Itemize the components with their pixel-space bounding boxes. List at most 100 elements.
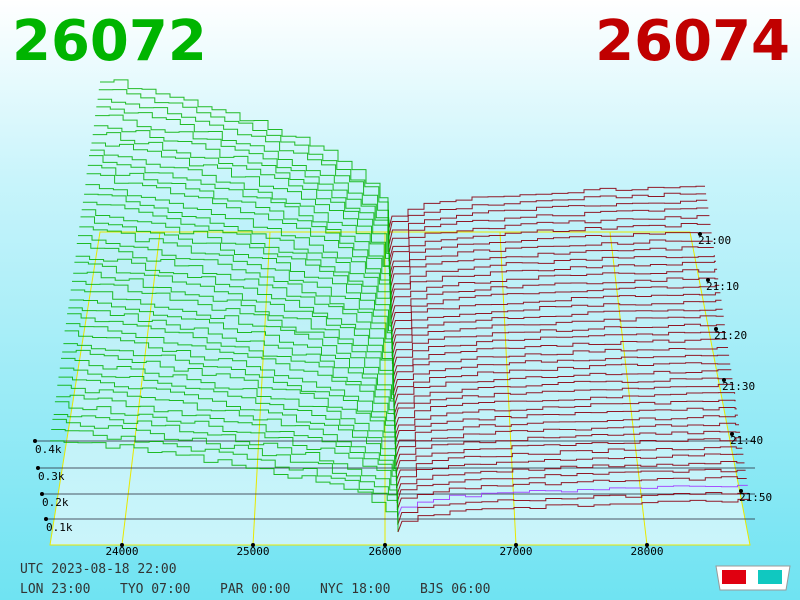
- bid-depth-curve: [92, 132, 391, 276]
- ask-depth-curve: [389, 260, 716, 306]
- ask-depth-curve: [388, 207, 709, 255]
- ask-depth-curve: [392, 354, 730, 394]
- ask-depth-curve: [394, 392, 736, 430]
- ask-depth-curve: [396, 453, 744, 489]
- ask-depth-curve: [388, 232, 712, 277]
- bid-depth-curve: [73, 271, 394, 393]
- price-tick: [251, 543, 255, 547]
- depth-tick: [33, 439, 37, 443]
- ask-depth-curve: [396, 476, 747, 511]
- bid-depth-curve: [89, 155, 391, 298]
- ask-depth-curve: [388, 223, 711, 269]
- zone-time: PAR 00:00: [220, 582, 290, 597]
- ask-depth-curve: [397, 484, 748, 518]
- ask-depth-curve: [396, 468, 746, 503]
- ask-depth-curve: [393, 369, 732, 408]
- bid-depth-curve: [76, 243, 394, 372]
- axis-labels: 24000 25000 26000 27000 28000 0.1k 0.2k 0.3k 0.4…: [33, 232, 772, 558]
- bid-depth-curve: [52, 418, 399, 518]
- depth-tick: [44, 517, 48, 521]
- bid-depth-curve: [56, 394, 398, 496]
- bid-depth-curve: [78, 235, 393, 364]
- ask-depth-curve: [391, 323, 725, 364]
- bid-depth-curve: [90, 149, 391, 291]
- bid-price: 26072: [12, 9, 207, 74]
- price-label: 26000: [368, 545, 401, 558]
- bid-depth-curve: [64, 330, 396, 445]
- bid-depth-curve: [97, 98, 390, 247]
- ask-price: 26074: [595, 9, 790, 74]
- bid-depth-curve: [80, 216, 393, 350]
- ask-depth-curve: [393, 362, 731, 401]
- bid-depth-curve: [68, 307, 395, 423]
- bid-depth-curve: [86, 173, 392, 313]
- time-tick: [714, 327, 718, 331]
- ask-depth-curve: [394, 414, 738, 452]
- price-label: 25000: [236, 545, 269, 558]
- depth-label: 0.2k: [42, 496, 69, 509]
- depth-tick: [36, 466, 40, 470]
- utc-time: UTC 2023-08-18 22:00: [20, 562, 177, 577]
- bid-depth-curve: [65, 323, 396, 437]
- price-label: 28000: [630, 545, 663, 558]
- time-label: 21:40: [730, 434, 763, 447]
- price-tick: [383, 543, 387, 547]
- ask-depth-curve: [390, 277, 719, 320]
- ask-depth-curve: [389, 255, 715, 298]
- bid-depth-curve: [61, 357, 397, 467]
- bid-depth-curve: [85, 184, 392, 320]
- ask-depth-curve: [388, 199, 708, 247]
- ask-depth-curve: [393, 383, 734, 423]
- time-label: 21:10: [706, 280, 739, 293]
- ask-depth-curve: [391, 308, 723, 350]
- time-tick: [739, 489, 743, 493]
- bid-depth-curve: [81, 209, 393, 342]
- ask-depth-curve: [390, 284, 720, 328]
- ask-depth-curve: [388, 215, 710, 262]
- bid-depth-curve: [95, 114, 390, 262]
- time-tick: [730, 432, 734, 436]
- bid-depth-curve: [72, 280, 395, 401]
- zone-time: TYO 07:00: [120, 582, 190, 597]
- ask-depth-curve: [394, 407, 737, 445]
- time-tick: [698, 232, 702, 236]
- depth-label: 0.4k: [35, 443, 62, 456]
- bid-depth-curve: [100, 79, 389, 232]
- ask-depth-curve: [389, 239, 713, 284]
- ask-depth-curve: [390, 268, 718, 313]
- ask-depth-curve: [397, 492, 749, 525]
- time-tick: [706, 278, 710, 282]
- ask-depth-curve: [393, 377, 733, 416]
- ask-depth-curve: [395, 430, 741, 467]
- ask-depth-curve: [395, 437, 742, 474]
- price-tick: [645, 543, 649, 547]
- ask-depth-curve: [390, 292, 721, 335]
- depth-curves: [50, 79, 750, 533]
- ask-depth-curve: [387, 192, 707, 240]
- bid-depth-curve: [98, 89, 389, 240]
- time-tick: [722, 378, 726, 382]
- ask-depth-curve: [392, 331, 726, 372]
- stereo-glasses[interactable]: [715, 565, 791, 591]
- time-label: 21:30: [722, 380, 755, 393]
- bid-depth-curve: [70, 289, 395, 408]
- ask-depth-curve: [391, 299, 722, 342]
- time-label: 21:00: [698, 234, 731, 247]
- bid-depth-curve: [82, 201, 392, 335]
- price-tick: [514, 543, 518, 547]
- ask-depth-curve: [389, 246, 714, 291]
- bid-depth-curve: [75, 255, 394, 379]
- price-label: 27000: [499, 545, 532, 558]
- ask-depth-curve: [392, 347, 728, 386]
- ask-depth-curve: [396, 461, 745, 496]
- bid-depth-curve: [54, 401, 398, 503]
- time-label: 21:20: [714, 329, 747, 342]
- bid-depth-curve: [53, 414, 398, 511]
- bid-depth-curve: [58, 376, 397, 481]
- price-grid-line: [252, 231, 271, 546]
- bid-depth-curve: [93, 125, 390, 269]
- ask-depth-curve: [392, 338, 727, 379]
- bid-depth-curve: [91, 142, 391, 284]
- ask-depth-curve: [394, 399, 736, 438]
